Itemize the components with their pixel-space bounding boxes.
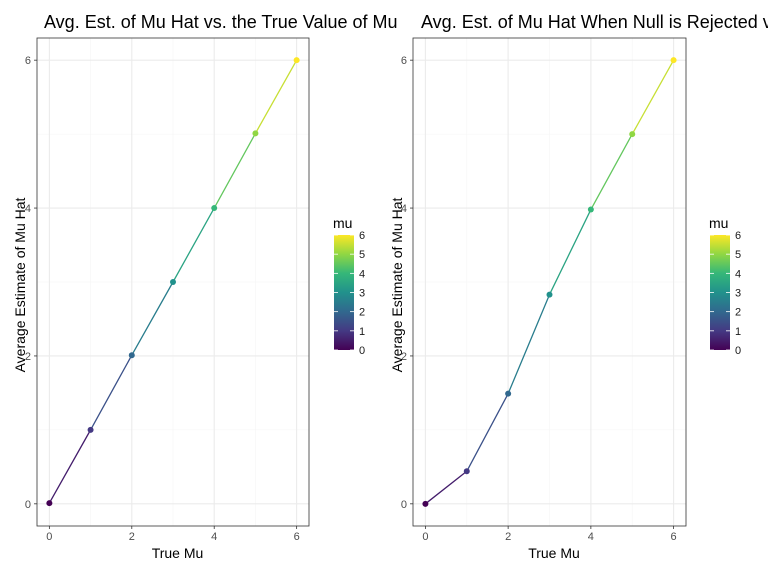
- x-tick-label: 4: [588, 531, 594, 543]
- data-point: [546, 291, 553, 298]
- line-segment: [507, 293, 551, 395]
- line-segment: [548, 208, 592, 296]
- grid: [37, 38, 309, 526]
- line-segment: [48, 429, 92, 504]
- legend-ticks: 0 1 2 3 4 5 6: [334, 230, 365, 357]
- y-axis-title: Average Estimate of Mu Hat: [12, 197, 28, 372]
- legend-label: 3: [359, 288, 365, 300]
- x-tick-label: 4: [211, 531, 217, 543]
- chart-title: Avg. Est. of Mu Hat When Null is Rejecte…: [421, 12, 768, 32]
- data-point: [128, 352, 135, 359]
- data-point: [87, 426, 94, 433]
- chart-panel-2: Avg. Est. of Mu Hat When Null is Rejecte…: [389, 12, 768, 561]
- legend-label: 0: [735, 345, 741, 357]
- colorbar: [710, 235, 730, 350]
- y-tick-label: 6: [25, 55, 31, 67]
- legend-label: 2: [735, 307, 741, 319]
- legend-title: mu: [709, 215, 728, 231]
- line-segment: [254, 59, 298, 135]
- series: [422, 57, 677, 507]
- y-tick-label: 4: [401, 203, 407, 215]
- legend-label: 5: [735, 249, 741, 261]
- y-tick-label: 4: [25, 203, 31, 215]
- line-segment: [131, 281, 174, 356]
- data-point: [463, 468, 470, 475]
- legend-label: 5: [359, 249, 365, 261]
- legend-label: 1: [359, 326, 365, 338]
- data-point: [211, 205, 218, 212]
- panel-border: [412, 37, 687, 527]
- line-segment: [466, 392, 509, 472]
- data-point: [629, 131, 636, 138]
- grid: [413, 38, 686, 526]
- data-point: [46, 500, 53, 507]
- x-axis-title: True Mu: [152, 545, 204, 561]
- legend-label: 0: [359, 345, 365, 357]
- data-point: [505, 390, 512, 397]
- data-point: [293, 57, 300, 64]
- line-segment: [424, 470, 468, 505]
- ticks: 0 2 4 6 0 2 4 6: [401, 55, 677, 543]
- legend-label: 1: [735, 326, 741, 338]
- series: [46, 57, 300, 507]
- legend-label: 6: [359, 230, 365, 242]
- line-segment: [631, 59, 675, 135]
- chart-title: Avg. Est. of Mu Hat vs. the True Value o…: [44, 12, 398, 32]
- legend-label: 6: [735, 230, 741, 242]
- line-segment: [590, 133, 633, 211]
- line-segment: [89, 354, 133, 431]
- panel-border: [36, 37, 310, 527]
- legend-label: 2: [359, 307, 365, 319]
- y-tick-label: 2: [25, 351, 31, 363]
- y-axis-title: Average Estimate of Mu Hat: [389, 197, 405, 372]
- data-point: [170, 279, 176, 285]
- y-tick-label: 0: [401, 499, 407, 511]
- data-point: [587, 206, 594, 213]
- legend-label: 3: [735, 288, 741, 300]
- legend: mu 0 1 2 3 4 5 6: [709, 215, 741, 357]
- line-segment: [172, 207, 215, 283]
- data-point: [252, 130, 259, 137]
- legend-title: mu: [333, 215, 352, 231]
- x-tick-label: 0: [422, 531, 428, 543]
- x-tick-label: 2: [129, 531, 135, 543]
- x-tick-label: 0: [46, 531, 52, 543]
- data-point: [422, 500, 429, 507]
- colorbar: [334, 235, 354, 350]
- x-tick-label: 6: [294, 531, 300, 543]
- legend-label: 4: [735, 268, 741, 280]
- y-tick-label: 2: [401, 351, 407, 363]
- legend: mu 0 1 2 3 4 5 6: [333, 215, 365, 357]
- data-point: [670, 57, 677, 64]
- legend-label: 4: [359, 268, 365, 280]
- ticks: 0 2 4 6 0 2 4 6: [25, 55, 300, 543]
- y-tick-label: 6: [401, 55, 407, 67]
- chart-panel-1: Avg. Est. of Mu Hat vs. the True Value o…: [12, 12, 398, 561]
- y-tick-label: 0: [25, 499, 31, 511]
- x-tick-label: 6: [671, 531, 677, 543]
- line-segment: [213, 132, 257, 209]
- x-tick-label: 2: [505, 531, 511, 543]
- x-axis-title: True Mu: [528, 545, 580, 561]
- legend-ticks: 0 1 2 3 4 5 6: [710, 230, 741, 357]
